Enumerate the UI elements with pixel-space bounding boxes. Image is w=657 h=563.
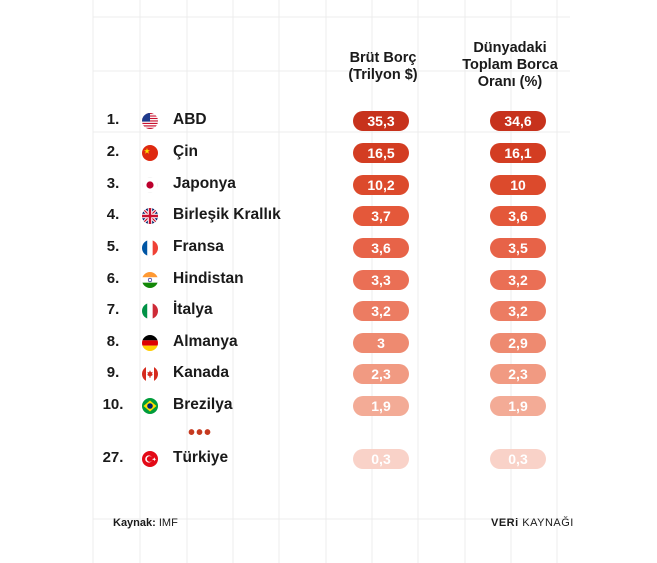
gross-debt-value: 16,5 (353, 143, 409, 163)
country-name: İtalya (173, 301, 213, 318)
japan-flag-icon (142, 177, 158, 193)
table-row: 6. Hindistan 3,3 3,2 (0, 266, 657, 294)
column-header-gross-debt: Brüt Borç (Trilyon $) (328, 50, 438, 84)
world-share-value: 1,9 (490, 396, 546, 416)
table-row: 9. Kanada 2,3 2,3 (0, 360, 657, 388)
world-share-value: 0,3 (490, 449, 546, 469)
table-row: 7. İtalya 3,2 3,2 (0, 297, 657, 325)
world-share-value: 3,2 (490, 270, 546, 290)
column-header-world-share: Dünyadaki Toplam Borca Oranı (%) (440, 40, 580, 91)
country-name: Türkiye (173, 449, 229, 466)
uk-flag-icon (142, 208, 158, 224)
italy-flag-icon (142, 303, 158, 319)
ellipsis-separator: ••• (187, 422, 212, 444)
country-name: Birleşik Krallık (173, 206, 281, 223)
table-row-turkey: 27. Türkiye 0,3 0,3 (0, 445, 657, 473)
world-share-value: 3,6 (490, 206, 546, 226)
country-name: Hindistan (173, 270, 244, 287)
gross-debt-value: 35,3 (353, 111, 409, 131)
brand-bold: VERi (491, 517, 519, 529)
rank-label: 4. (106, 206, 120, 223)
header-share-line: Oranı (%) (477, 74, 543, 90)
rank-label: 10. (102, 396, 124, 413)
rank-label: 2. (106, 143, 120, 160)
canada-flag-icon (142, 366, 158, 382)
country-name: ABD (173, 111, 207, 128)
gross-debt-value: 3,6 (353, 238, 409, 258)
rank-label: 3. (106, 175, 120, 192)
china-flag-icon (142, 145, 158, 161)
country-name: Kanada (173, 364, 229, 381)
rank-label: 1. (106, 111, 120, 128)
source-label: Kaynak: (113, 517, 156, 529)
header-share-line: Dünyadaki (473, 40, 547, 56)
header-debt-line: Brüt Borç (349, 50, 417, 66)
source-note: Kaynak: IMF (113, 517, 178, 529)
header-share-line: Toplam Borca (462, 57, 558, 73)
brazil-flag-icon (142, 398, 158, 414)
gross-debt-value: 3 (353, 333, 409, 353)
turkey-flag-icon (142, 451, 158, 467)
rank-label: 8. (106, 333, 120, 350)
rank-label: 9. (106, 364, 120, 381)
gross-debt-value: 3,3 (353, 270, 409, 290)
rank-label: 5. (106, 238, 120, 255)
source-value: IMF (158, 517, 178, 529)
gross-debt-value: 0,3 (353, 449, 409, 469)
gross-debt-value: 3,2 (353, 301, 409, 321)
us-flag-icon (142, 113, 158, 129)
world-share-value: 10 (490, 175, 546, 195)
country-name: Japonya (173, 175, 236, 192)
table-row: 3. Japonya 10,2 10 (0, 171, 657, 199)
table-row: 10. Brezilya 1,9 1,9 (0, 392, 657, 420)
table-row: 5. Fransa 3,6 3,5 (0, 234, 657, 262)
gross-debt-value: 1,9 (353, 396, 409, 416)
country-name: Brezilya (173, 396, 233, 413)
rank-label: 7. (106, 301, 120, 318)
world-share-value: 3,2 (490, 301, 546, 321)
world-share-value: 2,9 (490, 333, 546, 353)
brand-rest: KAYNAĞI (522, 517, 574, 529)
rank-label: 6. (106, 270, 120, 287)
country-name: Çin (173, 143, 198, 160)
table-row: 2. Çin 16,5 16,1 (0, 139, 657, 167)
india-flag-icon (142, 272, 158, 288)
table-row: 1. ABD 35,3 34,6 (0, 107, 657, 135)
germany-flag-icon (142, 335, 158, 351)
gross-debt-value: 10,2 (353, 175, 409, 195)
header-debt-line: (Trilyon $) (348, 67, 418, 83)
table-row: 8. Almanya 3 2,9 (0, 329, 657, 357)
country-name: Almanya (173, 333, 238, 350)
rank-label: 27. (102, 449, 124, 466)
gross-debt-value: 2,3 (353, 364, 409, 384)
france-flag-icon (142, 240, 158, 256)
country-name: Fransa (173, 238, 224, 255)
world-share-value: 16,1 (490, 143, 546, 163)
world-share-value: 2,3 (490, 364, 546, 384)
brand-logo: VERi KAYNAĞI (491, 517, 574, 529)
world-share-value: 34,6 (490, 111, 546, 131)
table-row: 4. Birleşik Krallık 3,7 3,6 (0, 202, 657, 230)
gross-debt-value: 3,7 (353, 206, 409, 226)
world-share-value: 3,5 (490, 238, 546, 258)
